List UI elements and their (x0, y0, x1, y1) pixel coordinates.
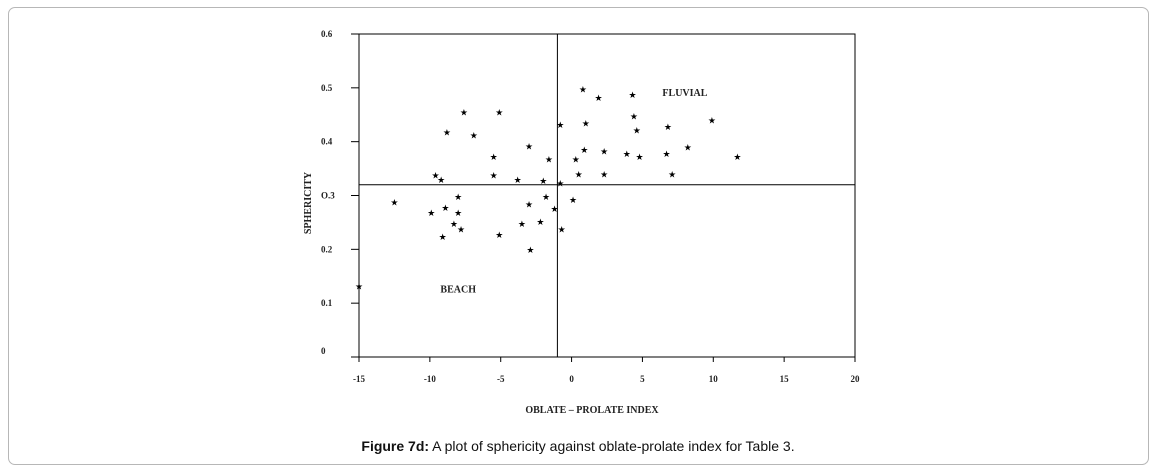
x-axis-label: OBLATE – PROLATE INDEX (525, 405, 659, 416)
data-point-star: ★ (525, 201, 533, 211)
y-tick-label: 0.2 (321, 244, 333, 254)
data-point-star: ★ (441, 204, 449, 214)
y-tick-label: 0 (321, 346, 326, 356)
data-point-star: ★ (594, 94, 602, 104)
plot-layer: 0 0.1 0.2 O.3 0.4 0.5 0.6 -15 -10 -5 0 5 10 15 20 OBLAT… (303, 29, 860, 416)
data-point-star: ★ (664, 123, 672, 133)
x-tick-label: 0 (569, 374, 574, 384)
data-point-star: ★ (733, 153, 741, 163)
data-point-star: ★ (572, 155, 580, 165)
data-point-star: ★ (558, 225, 566, 235)
data-point-star: ★ (470, 132, 478, 142)
figure-frame (8, 7, 1149, 465)
caption-text: A plot of sphericity against oblate-prol… (429, 438, 795, 454)
data-point-star: ★ (443, 128, 451, 138)
y-tick-label: 0.1 (321, 298, 333, 308)
data-point-star: ★ (582, 119, 590, 129)
data-point-star: ★ (495, 231, 503, 241)
x-tick-label: 20 (851, 374, 861, 384)
data-point-star: ★ (495, 109, 503, 119)
caption-label: Figure 7d: (361, 438, 430, 454)
data-point-star: ★ (636, 153, 644, 163)
data-point-star: ★ (633, 126, 641, 136)
y-tick-label: 0.4 (321, 137, 333, 147)
data-point-star: ★ (628, 91, 636, 101)
y-tick-label: 0.6 (321, 29, 333, 39)
data-point-star: ★ (355, 282, 363, 292)
y-axis-label: SPHERICITY (303, 171, 314, 234)
data-point-star: ★ (600, 147, 608, 157)
y-tick-label: 0.5 (321, 83, 333, 93)
x-tick-label: -15 (353, 374, 365, 384)
data-point-star: ★ (390, 198, 398, 208)
data-point-star: ★ (518, 220, 526, 230)
y-tick-label: O.3 (321, 191, 335, 201)
data-point-star: ★ (431, 172, 439, 182)
data-point-star: ★ (556, 180, 564, 190)
data-point-star: ★ (539, 177, 547, 187)
x-tick-label: -10 (424, 374, 436, 384)
data-point-star: ★ (708, 117, 716, 127)
data-point-star: ★ (514, 176, 522, 186)
x-tick-label: 10 (709, 374, 719, 384)
annotation-label: BEACH (440, 284, 476, 295)
data-point-star: ★ (551, 205, 559, 215)
data-point-star: ★ (600, 170, 608, 180)
x-tick-label: 15 (780, 374, 790, 384)
data-point-star: ★ (439, 233, 447, 243)
data-point-star: ★ (579, 85, 587, 95)
data-point-star: ★ (580, 146, 588, 156)
data-point-star: ★ (427, 209, 435, 219)
data-point-star: ★ (542, 193, 550, 203)
data-point-star: ★ (450, 220, 458, 230)
x-tick-label: -5 (497, 374, 505, 384)
data-point-star: ★ (525, 142, 533, 152)
data-point-star: ★ (662, 150, 670, 160)
data-point-star: ★ (623, 150, 631, 160)
data-point-star: ★ (457, 225, 465, 235)
data-point-star: ★ (490, 153, 498, 163)
data-point-star: ★ (454, 193, 462, 203)
x-tick-label: 5 (640, 374, 645, 384)
data-point-star: ★ (536, 218, 544, 228)
data-point-star: ★ (668, 170, 676, 180)
data-point-star: ★ (575, 170, 583, 180)
data-point-star: ★ (437, 176, 445, 186)
figure-caption: Figure 7d: A plot of sphericity against … (0, 438, 1156, 454)
data-point-star: ★ (526, 246, 534, 256)
data-point-star: ★ (460, 109, 468, 119)
annotation-label: FLUVIAL (662, 88, 707, 99)
data-point-star: ★ (490, 172, 498, 182)
data-point-star: ★ (569, 196, 577, 206)
data-point-star: ★ (556, 121, 564, 131)
plot-frame (358, 33, 856, 358)
data-point-star: ★ (454, 209, 462, 219)
data-point-star: ★ (545, 155, 553, 165)
data-point-star: ★ (630, 112, 638, 122)
data-point-star: ★ (684, 144, 692, 154)
